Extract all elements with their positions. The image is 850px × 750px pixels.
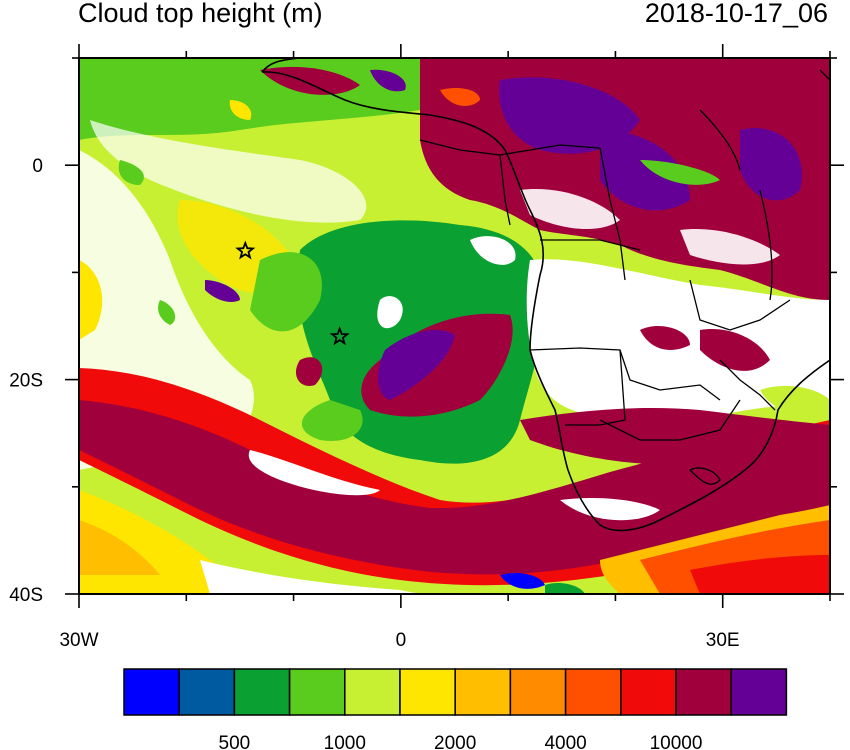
x-tick-label: 0	[396, 630, 407, 651]
colorbar-label: 10000	[650, 733, 703, 750]
axis-ticks	[65, 44, 844, 608]
colorbar-label: 500	[219, 733, 251, 750]
colorbar-box	[620, 668, 677, 716]
y-tick-label: 0	[32, 156, 43, 177]
star-markers	[235, 240, 350, 346]
map-title: Cloud top height (m)	[78, 0, 323, 28]
colorbar-box	[288, 668, 346, 716]
colorbar-box	[564, 668, 622, 716]
colorbar-box	[178, 668, 236, 716]
colorbar-label: 1000	[324, 733, 366, 750]
x-tick-label: 30W	[59, 630, 98, 651]
plot-frame	[78, 57, 831, 595]
colorbar-label: 2000	[434, 733, 476, 750]
colorbar-box	[509, 668, 567, 716]
star-marker-north	[235, 240, 256, 260]
colorbar-box	[399, 668, 456, 716]
colorbar-box	[123, 668, 180, 716]
colorbar-box	[454, 668, 512, 716]
colorbar-box	[233, 668, 291, 716]
cloud-field	[79, 58, 830, 594]
axis-tick-labels: 30W 0 30E 0 20S 40S	[9, 156, 739, 651]
colorbar: 500 1000 2000 4000 10000	[123, 668, 788, 750]
y-tick-label: 40S	[9, 585, 43, 606]
colorbar-label: 4000	[544, 733, 586, 750]
star-marker-south	[329, 326, 350, 346]
y-tick-label: 20S	[9, 371, 43, 392]
colorbar-box	[730, 668, 788, 716]
colorbar-box	[675, 668, 732, 716]
colorbar-box	[344, 668, 401, 716]
x-tick-label: 30E	[706, 630, 740, 651]
borders	[419, 69, 830, 485]
map-timestamp: 2018-10-17_06	[644, 0, 828, 28]
